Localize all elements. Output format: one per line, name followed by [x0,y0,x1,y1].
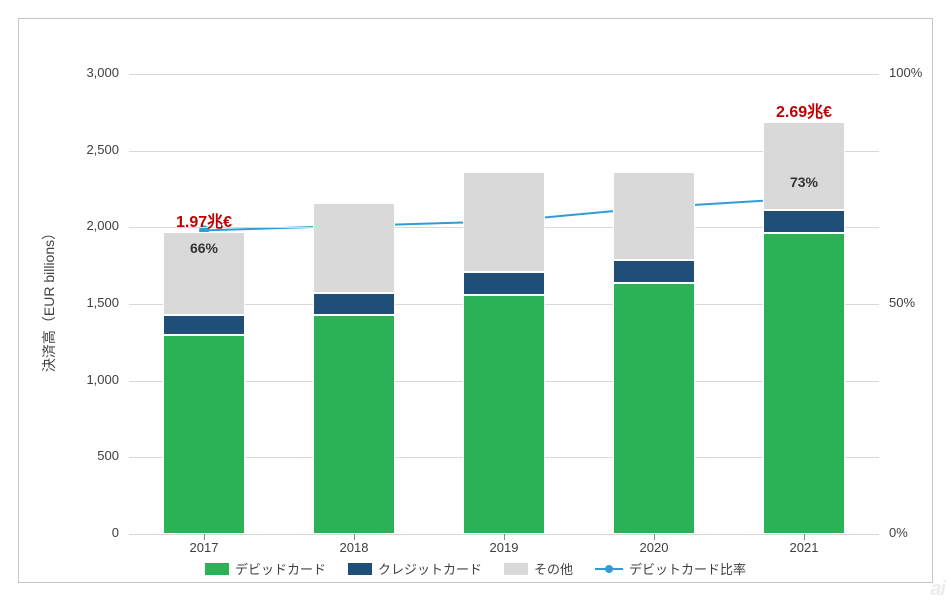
y-left-tick-label: 3,000 [69,65,119,80]
legend-swatch-credit [348,563,372,575]
y-right-tick-label: 0% [889,525,908,540]
line-point-label: 73% [790,174,818,190]
y-left-tick-label: 2,500 [69,142,119,157]
legend-item-debit: デビッドカード [205,559,326,578]
legend-item-line: デビットカード比率 [595,559,746,578]
bar-segment [163,335,246,534]
legend-item-other: その他 [504,559,573,578]
legend-label-credit: クレジットカード [378,559,482,578]
bar-segment [763,210,846,233]
legend-swatch-line [595,563,623,575]
bar-group [463,74,546,534]
legend: デビッドカード クレジットカード その他 デビットカード比率 [19,559,932,578]
y-right-tick-label: 100% [889,65,922,80]
chart-frame: 決済高（EUR billions） 05001,0001,5002,0002,5… [18,18,933,583]
bar-segment [313,315,396,534]
legend-swatch-other [504,563,528,575]
bar-total-callout: 1.97兆€ [176,208,232,232]
bar-segment [763,233,846,534]
x-tick-label: 2019 [490,540,519,555]
bar-segment [463,272,546,295]
bar-segment [763,122,846,211]
x-tick-label: 2018 [340,540,369,555]
bar-group [313,74,396,534]
bar-group [163,74,246,534]
legend-label-debit: デビッドカード [235,559,326,578]
y-left-tick-label: 0 [69,525,119,540]
line-point-label: 66% [190,240,218,256]
bar-segment [463,172,546,272]
bar-segment [313,203,396,293]
y-left-tick-label: 500 [69,448,119,463]
y-left-tick-label: 2,000 [69,218,119,233]
legend-label-line: デビットカード比率 [629,559,746,578]
x-tick-label: 2017 [190,540,219,555]
legend-label-other: その他 [534,559,573,578]
y-left-tick-label: 1,000 [69,372,119,387]
bar-segment [613,172,696,259]
plot-area: 05001,0001,5002,0002,5003,0000%50%100%20… [129,74,879,534]
bar-segment [613,260,696,283]
bar-segment [313,293,396,314]
y-left-tick-label: 1,500 [69,295,119,310]
legend-swatch-debit [205,563,229,575]
bar-segment [613,283,696,534]
legend-item-credit: クレジットカード [348,559,482,578]
bar-total-callout: 2.69兆€ [776,98,832,122]
bar-group [613,74,696,534]
x-tick-label: 2020 [640,540,669,555]
watermark: ai [930,578,945,601]
x-tick-label: 2021 [790,540,819,555]
y-right-tick-label: 50% [889,295,915,310]
bar-segment [163,315,246,335]
bar-segment [463,295,546,534]
y-axis-title: 決済高（EUR billions） [39,226,59,372]
bar-group [763,74,846,534]
